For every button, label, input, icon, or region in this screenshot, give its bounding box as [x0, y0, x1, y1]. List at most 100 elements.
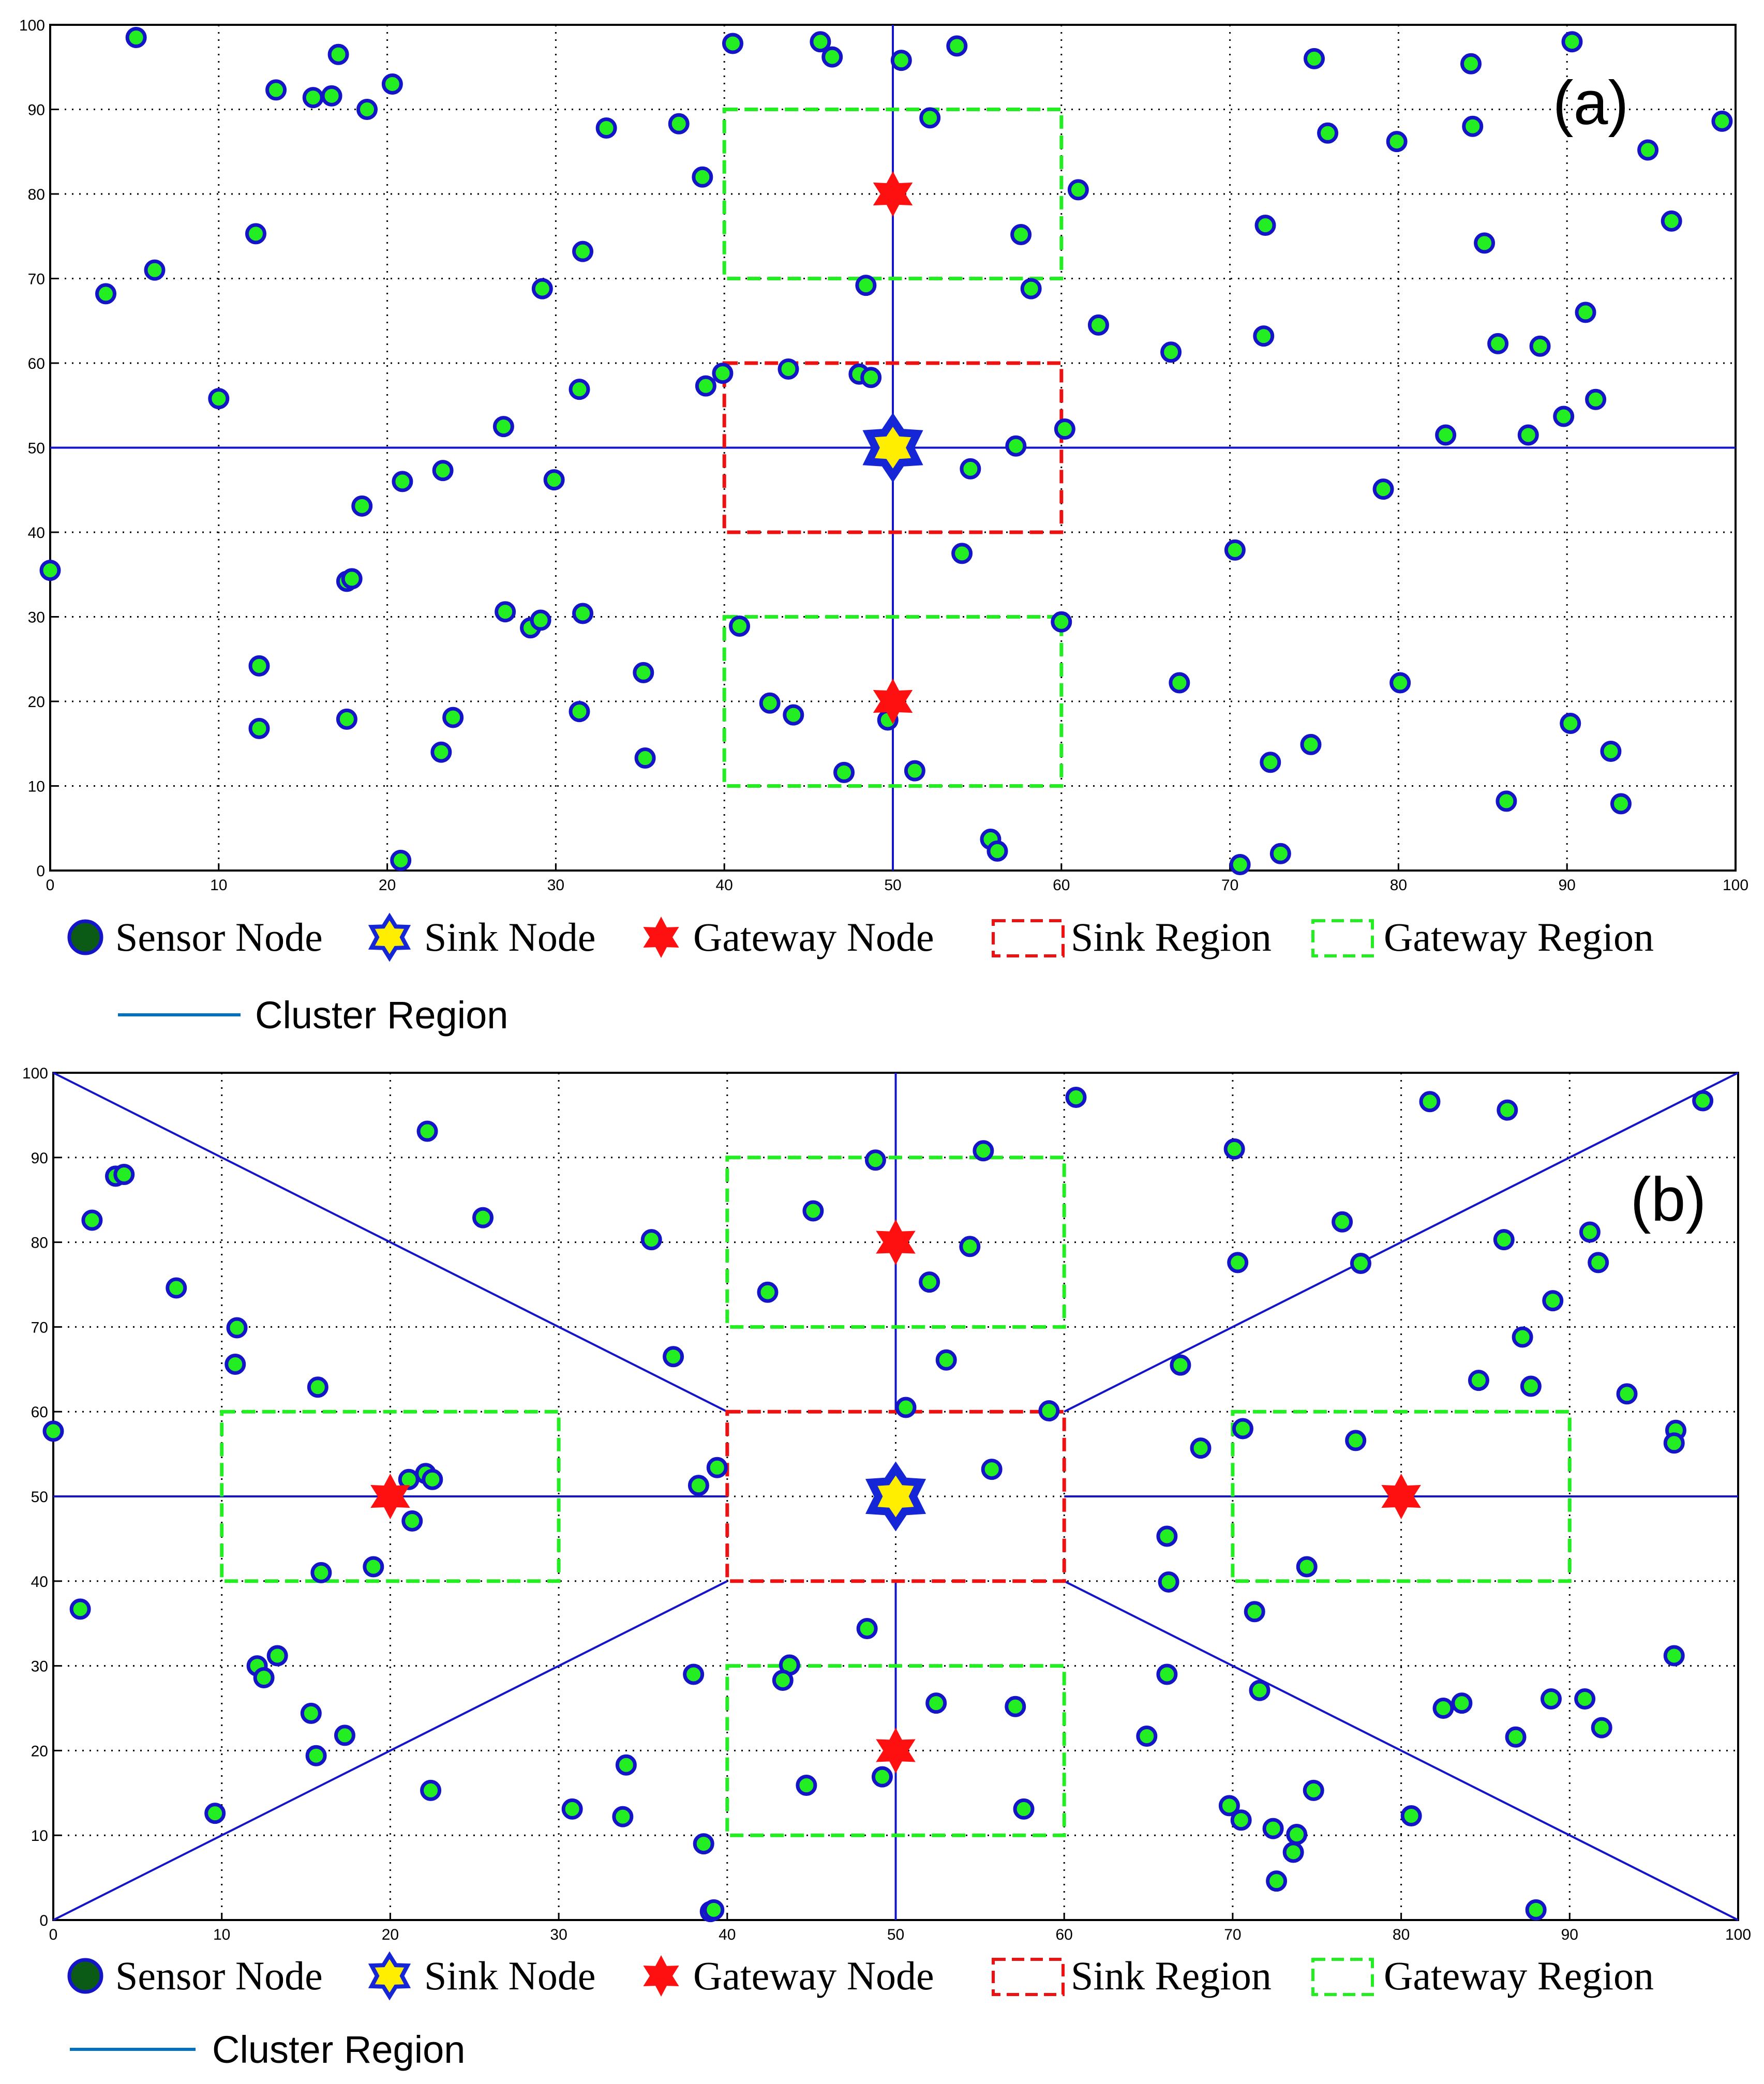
sensor-node: [1386, 131, 1408, 153]
y-tick-label: 30: [31, 1658, 48, 1675]
sensor-node: [430, 741, 452, 763]
sensor-node: [1372, 478, 1394, 500]
sensor-node: [208, 388, 230, 410]
y-tick-label: 10: [31, 1827, 48, 1845]
sensor-node: [1525, 1899, 1547, 1921]
x-tick-label: 50: [884, 877, 901, 894]
sensor-node: [432, 460, 454, 482]
sensor-node: [1229, 854, 1251, 876]
sensor-node: [1575, 302, 1596, 323]
sensor-node: [1286, 1824, 1308, 1846]
sensor-node: [253, 1667, 275, 1689]
sensor-node: [1303, 1779, 1324, 1801]
sensor-node: [759, 692, 781, 714]
sensor-node: [615, 1754, 637, 1776]
sensor-node: [327, 43, 349, 65]
sensor-node: [1432, 1698, 1454, 1719]
sensor-node: [1156, 1663, 1178, 1685]
x-tick-label: 100: [1725, 1926, 1751, 1943]
sensor-node: [904, 760, 925, 782]
sensor-node: [890, 50, 912, 71]
sensor-node: [1600, 740, 1622, 762]
gateway-region: [220, 1410, 561, 1583]
y-tick-label: 80: [28, 186, 45, 203]
cluster-line: [1064, 1072, 1739, 1413]
legend-gateway-label: Gateway Node: [693, 914, 934, 959]
sensor-node: [935, 1349, 957, 1371]
sensor-node: [1087, 314, 1109, 336]
legend-sink-region-label: Sink Region: [1071, 914, 1272, 959]
sensor-node: [125, 27, 147, 49]
sensor-node: [1218, 1795, 1240, 1817]
sensor-node: [1462, 115, 1484, 137]
sensor-node: [1260, 752, 1281, 773]
sensor-node: [1435, 424, 1457, 446]
sensor-node: [81, 1209, 103, 1231]
sensor-node: [640, 1229, 662, 1251]
sensor-node: [712, 363, 734, 384]
x-tick-label: 20: [379, 877, 396, 894]
sensor-node: [981, 1459, 1003, 1480]
sensor-node: [1560, 713, 1581, 734]
regions: [220, 1156, 1572, 1837]
sensor-node: [1269, 843, 1291, 864]
sensor-node: [692, 166, 713, 188]
sensor-node: [668, 113, 690, 134]
sensor-node: [245, 223, 266, 245]
sensor-node: [248, 655, 270, 677]
sensor-node: [144, 259, 166, 281]
panel-b: 0 10 20 30 40 50 60 70 80 90 100 0 10 20 30 40 50 60 70 80 9…: [22, 1065, 1751, 1943]
sensor-node: [612, 1806, 634, 1827]
sensor-node: [1350, 1253, 1371, 1275]
x-tick-label: 0: [46, 877, 55, 894]
sensor-node: [871, 1766, 893, 1788]
sensor-node: [572, 603, 594, 624]
sensor-node: [1345, 1430, 1367, 1451]
x-tick-label: 50: [887, 1926, 904, 1943]
sensor-node: [1663, 1432, 1685, 1454]
sensor-node: [821, 46, 843, 68]
x-tick-label: 10: [213, 1926, 230, 1943]
sensor-node: [1317, 122, 1339, 144]
sensor-node: [420, 1779, 442, 1801]
y-tick-label: 70: [31, 1319, 48, 1336]
sensor-node: [1051, 611, 1072, 633]
sensor-node: [960, 458, 981, 479]
sensor-node: [1304, 48, 1325, 69]
sensor-node: [341, 568, 363, 590]
sensor-node: [381, 73, 403, 95]
sensor-node: [1610, 793, 1632, 815]
sensor-node: [1332, 1211, 1353, 1233]
sensor-node: [860, 367, 882, 388]
legend-sensor-label: Sensor Node: [115, 914, 323, 959]
legend-gateway-region-label: Gateway Region: [1384, 1953, 1654, 1998]
sensor-node: [472, 1207, 494, 1228]
sensor-node: [1170, 1354, 1191, 1376]
y-tick-label: 30: [28, 609, 45, 626]
sensor-node: [1038, 1400, 1060, 1422]
y-tick-label: 40: [28, 524, 45, 542]
sensor-node: [1227, 1252, 1249, 1273]
sensor-node: [946, 35, 968, 57]
sensor-node: [1400, 1805, 1422, 1827]
sensor-node: [530, 609, 551, 631]
sensor-node: [783, 704, 804, 726]
sensor-node: [703, 1899, 725, 1921]
sensor-node: [687, 1475, 709, 1496]
sensor-node: [336, 708, 357, 730]
sink-node: [865, 1461, 926, 1532]
sensor-node: [1224, 539, 1246, 561]
sensor-node: [204, 1803, 226, 1824]
y-tick-label: 100: [22, 1065, 48, 1082]
x-tick-label: 0: [49, 1926, 58, 1943]
sensor-node: [1561, 31, 1583, 53]
sensor-node: [796, 1775, 817, 1796]
sensor-node: [305, 1745, 327, 1766]
sensor-node: [1230, 1809, 1252, 1831]
sensor-node: [1542, 1290, 1564, 1312]
legend-sensor-marker: [67, 919, 103, 955]
sensor-node: [416, 1120, 438, 1142]
x-tick-label: 20: [382, 1926, 399, 1943]
sensor-node: [1616, 1383, 1638, 1405]
legend-gateway-marker: [643, 917, 679, 958]
